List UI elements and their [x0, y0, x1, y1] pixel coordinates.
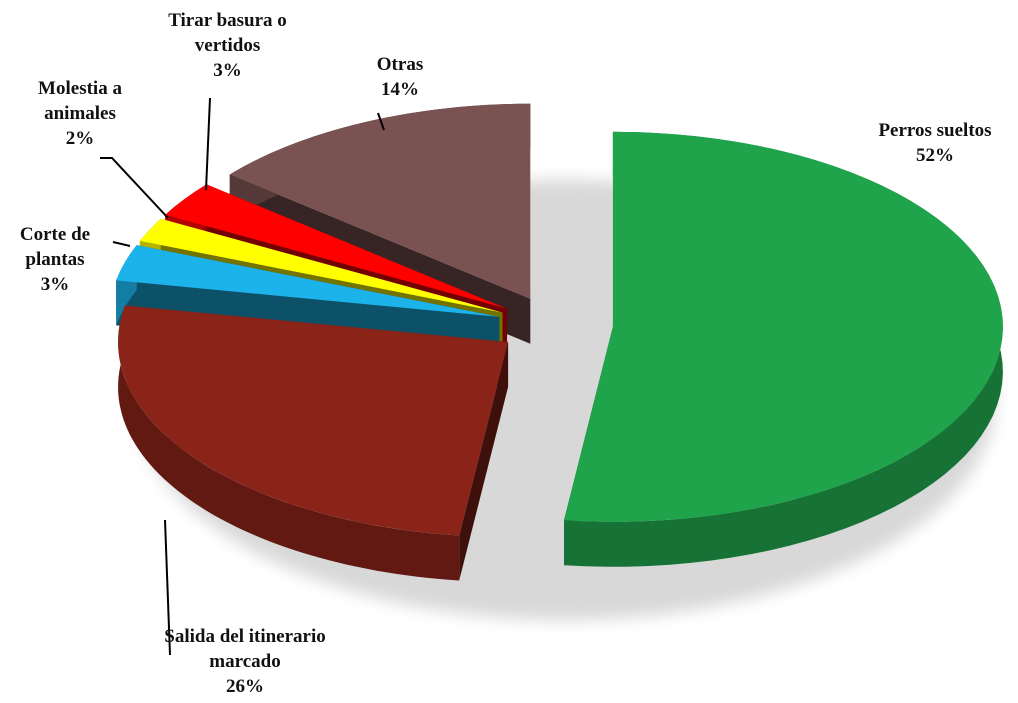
slice-top [118, 305, 509, 536]
label-category: Otras [376, 54, 424, 75]
label-category: Perros sueltos [878, 120, 992, 141]
slice-top [116, 245, 500, 317]
leader-lines [100, 97, 385, 656]
slice-side [118, 305, 460, 581]
slice-side [564, 131, 1003, 567]
data-label: Perros sueltos 52% [835, 118, 1018, 168]
label-value: 2% [65, 128, 95, 149]
slices [116, 103, 1003, 581]
slice-top [139, 218, 503, 313]
slice [118, 305, 509, 581]
slice [564, 131, 1003, 567]
label-value: 3% [40, 274, 70, 295]
label-category: Molestia a animales [38, 78, 122, 124]
leader-line [164, 519, 171, 656]
data-label: Salida del itinerario marcado 26% [150, 624, 340, 699]
data-label: Otras 14% [360, 52, 440, 102]
leader-line [100, 157, 169, 219]
label-value: 14% [381, 79, 419, 100]
label-value: 52% [916, 145, 954, 166]
slice-face [459, 342, 509, 581]
leader-line [112, 241, 131, 247]
label-category: Tirar basura o vertidos [168, 10, 287, 56]
slice-top [229, 103, 531, 299]
label-category: Salida del itinerario marcado [164, 626, 326, 672]
data-label: Tirar basura o vertidos 3% [145, 8, 310, 83]
slice-top [165, 184, 508, 309]
leader-line [377, 112, 385, 131]
label-category: Corte de plantas [19, 224, 91, 270]
slice-top [564, 131, 1003, 522]
label-value: 26% [226, 676, 264, 697]
data-label: Corte de plantas 3% [5, 222, 105, 297]
leader-line [205, 97, 211, 191]
label-value: 3% [213, 60, 242, 81]
data-label: Molestia a animales 2% [15, 76, 145, 151]
